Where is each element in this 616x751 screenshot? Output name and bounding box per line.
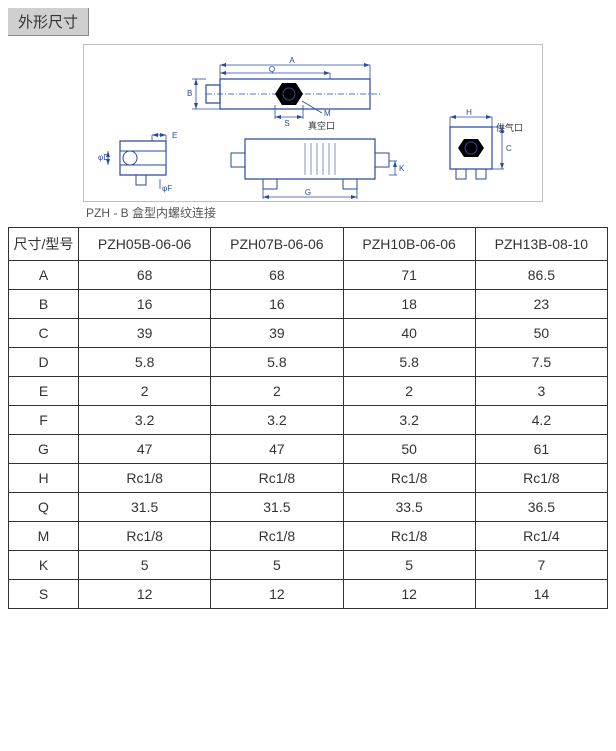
cell: 18 [343,290,475,319]
cell: 3.2 [343,406,475,435]
section-title: 外形尺寸 [8,8,89,36]
cell: 2 [79,377,211,406]
cell: 14 [475,580,607,609]
cell: Rc1/8 [343,522,475,551]
cell: 47 [79,435,211,464]
table-row: S12121214 [9,580,608,609]
cell: 33.5 [343,493,475,522]
cell: 39 [79,319,211,348]
cell: 39 [211,319,343,348]
svg-text:φF: φF [162,184,172,193]
row-label: B [9,290,79,319]
cell: Rc1/8 [343,464,475,493]
technical-drawing: A Q B S [83,44,543,202]
cell: 7.5 [475,348,607,377]
cell: 50 [343,435,475,464]
svg-text:H: H [466,108,472,117]
svg-text:K: K [399,164,405,173]
cell: 12 [343,580,475,609]
diagram-caption: PZH - B 盒型内螺纹连接 [86,204,608,221]
cell: 68 [79,261,211,290]
cell: Rc1/4 [475,522,607,551]
svg-text:S: S [284,119,289,128]
cell: 71 [343,261,475,290]
cell: 61 [475,435,607,464]
model-header: PZH05B-06-06 [79,228,211,261]
cell: 3.2 [79,406,211,435]
cell: 23 [475,290,607,319]
cell: 4.2 [475,406,607,435]
svg-text:Q: Q [269,65,275,74]
cell: 47 [211,435,343,464]
cell: 5 [79,551,211,580]
cell: 86.5 [475,261,607,290]
cell: 5 [211,551,343,580]
table-row: MRc1/8Rc1/8Rc1/8Rc1/4 [9,522,608,551]
cell: 7 [475,551,607,580]
table-row: F3.23.23.24.2 [9,406,608,435]
cell: 2 [211,377,343,406]
row-label: C [9,319,79,348]
svg-text:G: G [305,188,311,197]
cell: Rc1/8 [211,522,343,551]
cell: 31.5 [211,493,343,522]
cell: 36.5 [475,493,607,522]
row-label: S [9,580,79,609]
table-row: B16161823 [9,290,608,319]
cell: 68 [211,261,343,290]
cell: 2 [343,377,475,406]
svg-text:E: E [172,131,177,140]
row-label: E [9,377,79,406]
model-header: PZH07B-06-06 [211,228,343,261]
svg-text:供气口: 供气口 [496,122,523,133]
row-label: G [9,435,79,464]
svg-text:M: M [324,109,331,118]
table-row: A68687186.5 [9,261,608,290]
cell: Rc1/8 [211,464,343,493]
cell: 5.8 [79,348,211,377]
page: 外形尺寸 A [0,0,616,617]
header-label: 尺寸/型号 [9,228,79,261]
cell: 31.5 [79,493,211,522]
row-label: Q [9,493,79,522]
svg-text:B: B [187,89,192,98]
table-row: D5.85.85.87.5 [9,348,608,377]
model-header: PZH10B-06-06 [343,228,475,261]
cell: Rc1/8 [79,522,211,551]
cell: 5.8 [343,348,475,377]
row-label: K [9,551,79,580]
cell: 16 [211,290,343,319]
cell: 3.2 [211,406,343,435]
table-row: E2223 [9,377,608,406]
cell: 40 [343,319,475,348]
table-row: C39394050 [9,319,608,348]
cell: 5 [343,551,475,580]
table-row: Q31.531.533.536.5 [9,493,608,522]
row-label: A [9,261,79,290]
cell: 16 [79,290,211,319]
cell: Rc1/8 [475,464,607,493]
row-label: H [9,464,79,493]
cell: 12 [211,580,343,609]
cell: 50 [475,319,607,348]
svg-text:C: C [506,144,512,153]
table-row: G47475061 [9,435,608,464]
table-row: K5557 [9,551,608,580]
cell: 12 [79,580,211,609]
row-label: D [9,348,79,377]
cell: 3 [475,377,607,406]
model-header: PZH13B-08-10 [475,228,607,261]
spec-table: 尺寸/型号 PZH05B-06-06 PZH07B-06-06 PZH10B-0… [8,227,608,609]
row-label: F [9,406,79,435]
row-label: M [9,522,79,551]
svg-text:真空口: 真空口 [308,120,335,131]
cell: Rc1/8 [79,464,211,493]
svg-text:φD: φD [98,153,109,162]
drawing-svg: A Q B S [90,53,538,203]
svg-text:A: A [289,56,295,65]
cell: 5.8 [211,348,343,377]
table-row: HRc1/8Rc1/8Rc1/8Rc1/8 [9,464,608,493]
